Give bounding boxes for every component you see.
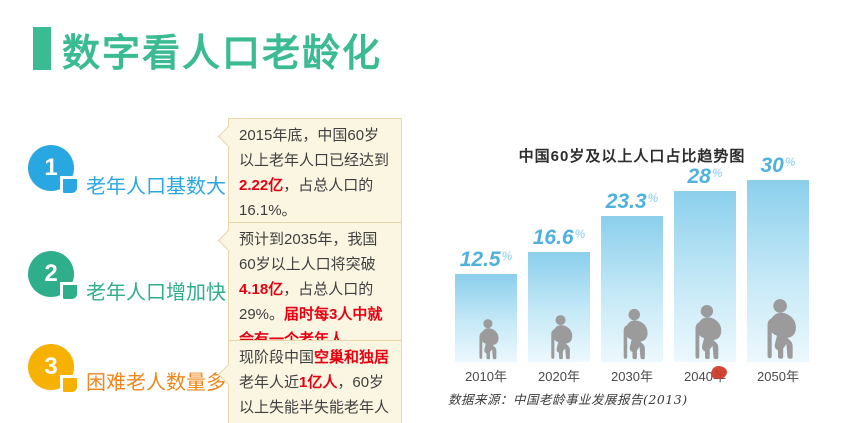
year-label: 2010年 (465, 369, 507, 384)
bar-value-number: 28 (687, 165, 711, 188)
bar-value-number: 23.3 (605, 190, 647, 213)
bar-group: 28% (674, 165, 736, 362)
bar-value-label: 12.5% (460, 248, 513, 272)
elderly-person-with-cane-icon (623, 308, 648, 360)
chart-title: 中国60岁及以上人口占比趋势图 (518, 148, 746, 165)
point-2-note: 预计到2035年，我国60岁以上人口将突破4.18亿，占总人口的29%。届时每3… (217, 222, 402, 358)
red-scribble-mark (710, 365, 728, 380)
note-text: ，占总人口的16.1%。 (239, 177, 374, 219)
elderly-person-with-cane-icon (551, 315, 573, 360)
note-tail (217, 229, 240, 252)
year-label: 2020年 (538, 369, 580, 384)
note-highlight-text: 1亿人 (299, 374, 338, 391)
note-text: ，60岁以上失能半失能老年人约3500万人。 (239, 374, 390, 416)
point-3-note: 现阶段中国空巢和独居老年人近1亿人，60岁以上失能半失能老年人约3500万人。 (217, 340, 402, 423)
chart-source: 数据来源：中国老龄事业发展报告(2013) (448, 392, 688, 407)
bar-group: 23.3% (601, 190, 663, 362)
bar (455, 274, 517, 362)
bar (601, 216, 663, 362)
bar-group: 12.5% (455, 248, 517, 362)
point-3-number: 3 (44, 353, 58, 380)
percent-sign: % (574, 227, 586, 241)
bubble-tail (63, 378, 77, 392)
note-text: 老年人近 (239, 374, 300, 391)
point-3-number-bubble: 3 (28, 344, 77, 392)
bar-group: 16.6% (528, 226, 590, 362)
note-highlight-text: 2.22亿 (239, 177, 284, 194)
note-text: ，占总人口的29%。 (239, 281, 374, 323)
point-1-number-bubble: 1 (28, 145, 77, 193)
bar-group: 30% (747, 154, 809, 362)
point-1-label: 老年人口基数大 (86, 176, 226, 198)
bar-value-number: 12.5 (459, 248, 501, 271)
point-2-label: 老年人口增加快 (86, 282, 226, 304)
percent-sign: % (784, 155, 796, 169)
bubble-tail (63, 285, 77, 299)
note-text: 预计到2035年，我国60岁以上人口将突破 (239, 231, 378, 273)
year-label: 2040年 (674, 365, 736, 385)
percent-sign: % (647, 191, 659, 205)
point-1-number: 1 (44, 154, 58, 181)
note-text: 2015年底，中国60岁以上老年人口已经达到 (239, 127, 390, 169)
bar-value-number: 16.6 (532, 226, 574, 249)
bars-row: 12.5% 16.6% 23.3% 28% 30% (455, 154, 809, 362)
bubble-tail (63, 179, 77, 193)
bar (674, 191, 736, 362)
bar-value-label: 23.3% (606, 190, 659, 214)
note-tail (217, 125, 240, 148)
elderly-person-with-cane-icon (478, 319, 499, 360)
year-label: 2050年 (757, 369, 799, 384)
year-label: 2030年 (611, 369, 653, 384)
note-highlight-text: 空巢和独居 (314, 349, 390, 366)
elderly-person-with-cane-icon (767, 299, 796, 359)
marked-year-character: 年 (710, 365, 728, 385)
point-2-number: 2 (44, 260, 58, 287)
title-accent-bar (33, 27, 51, 70)
percent-sign: % (501, 249, 513, 263)
point-2-number-bubble: 2 (28, 251, 77, 299)
bar-value-label: 28% (687, 165, 722, 189)
percent-sign: % (711, 166, 723, 180)
note-text: 现阶段中国 (239, 349, 315, 366)
bar-value-label: 30% (760, 154, 795, 178)
bar (747, 180, 809, 362)
years-row: 2010年 2020年 2030年 2040年 2050年 (455, 365, 809, 385)
point-3-label: 困难老人数量多 (86, 372, 226, 394)
bar-value-number: 30 (760, 154, 784, 177)
bar-value-label: 16.6% (533, 226, 586, 250)
elderly-person-with-cane-icon (695, 304, 722, 360)
point-1-note: 2015年底，中国60岁以上老年人口已经达到 2.22亿，占总人口的16.1%。 (217, 118, 402, 229)
bar (528, 252, 590, 362)
page-title: 数字看人口老龄化 (62, 33, 383, 75)
note-highlight-text: 4.18亿 (239, 281, 284, 298)
